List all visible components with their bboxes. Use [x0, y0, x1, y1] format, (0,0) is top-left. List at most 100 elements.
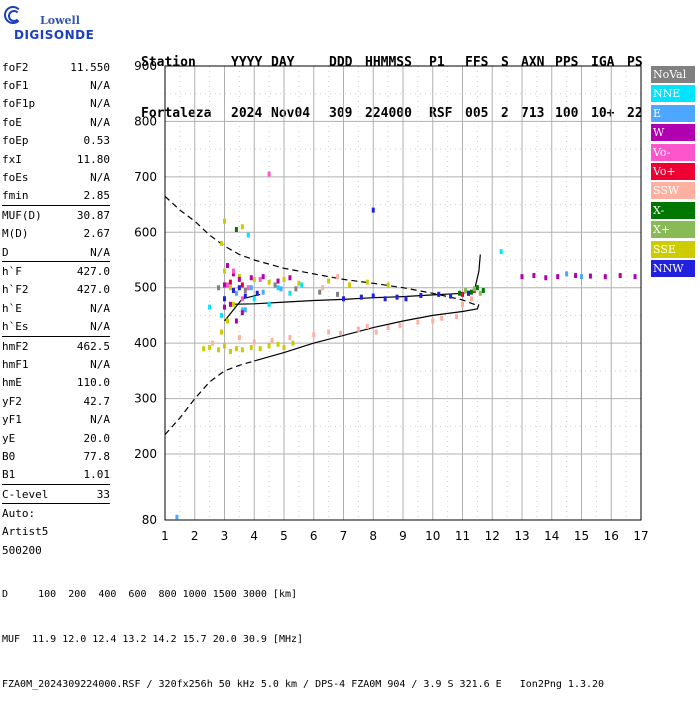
echo-point-ssw: [336, 274, 340, 280]
y-tick-label: 700: [134, 170, 157, 184]
dashed-upper-curve: [164, 195, 478, 307]
echo-point-w: [544, 275, 548, 281]
param-name: hmF2: [2, 339, 29, 353]
echo-point-w: [520, 274, 524, 280]
echo-point-noval: [217, 285, 221, 291]
echo-point-ssw: [374, 329, 378, 335]
header-value-10: 10+: [591, 106, 615, 121]
y-tick-label: 600: [134, 225, 157, 239]
polarization-legend: NoVal NNE E W Vo- Vo+ SSW X- X+ SSE NNW: [651, 66, 695, 279]
echo-point-sse: [365, 279, 369, 285]
y-tick-label: 800: [134, 114, 157, 128]
echo-point-nnw: [383, 296, 387, 302]
echo-point-sse: [282, 345, 286, 351]
param-name: M(D): [2, 227, 29, 241]
x-tick-label: 16: [604, 529, 619, 543]
y-tick-label: 80: [142, 513, 157, 527]
header-value-4: 224000: [365, 106, 412, 121]
x-tick-label: 1: [161, 529, 169, 543]
legend-item: NNW: [651, 259, 695, 277]
echo-point-nne: [267, 301, 271, 307]
param-row: fxI 11.80: [2, 150, 110, 168]
echo-point-nne: [288, 290, 292, 296]
x-tick-label: 7: [340, 529, 348, 543]
grid-lines: [165, 66, 641, 520]
param-row: foF2 11.550: [2, 58, 110, 76]
echo-point-sse: [327, 278, 331, 284]
echo-point-x: [463, 287, 467, 293]
param-name: yE: [2, 431, 16, 445]
echo-point-sse: [249, 345, 253, 351]
echo-point-e: [175, 514, 179, 520]
echo-point-nnw: [437, 291, 441, 297]
echo-point-w: [228, 301, 232, 307]
param-name: foE: [2, 115, 22, 129]
param-row: C-level 33: [2, 483, 110, 503]
param-name: yF1: [2, 413, 22, 427]
param-name: C-level: [2, 487, 49, 501]
echo-point-w: [588, 273, 592, 279]
echo-point-nnw: [359, 294, 363, 300]
echo-point-vo: [228, 279, 232, 285]
param-name: foF1p: [2, 97, 36, 111]
echo-point-e: [243, 307, 247, 313]
echo-point-sse: [252, 276, 256, 282]
echo-point-ssw: [469, 296, 473, 302]
y-tick-label: 900: [134, 59, 157, 73]
echo-point-w: [223, 282, 226, 288]
echo-point-sse: [202, 346, 206, 352]
param-row: MUF(D) 30.87: [2, 205, 110, 224]
header-value-3: 309: [329, 106, 353, 121]
solid-lower-curve: [254, 304, 480, 362]
param-value: N/A: [90, 245, 110, 259]
param-name: yF2: [2, 394, 22, 408]
header-value-2: Nov04: [271, 106, 311, 121]
x-tick-label: 15: [574, 529, 589, 543]
param-name: hmF1: [2, 357, 29, 371]
echo-point-w: [240, 310, 244, 316]
logo-arc-icon: [4, 6, 22, 24]
y-tick-label: 500: [134, 281, 157, 295]
echo-point-sse: [208, 345, 212, 351]
param-row: Artist5: [2, 523, 110, 541]
param-name: hmE: [2, 376, 22, 390]
x-tick-label: 3: [221, 529, 229, 543]
echo-point-ssw: [327, 329, 331, 335]
echo-point-sse: [217, 347, 221, 353]
header-value-7: 2: [501, 106, 509, 121]
param-value: 11.80: [76, 152, 110, 166]
param-row: D N/A: [2, 243, 110, 261]
axes: 1 2 3 4 5 6 7 8 9 10 11 12 13 14 15 16 17802003004005006…: [134, 59, 649, 543]
echo-point-nnw: [395, 294, 399, 300]
y-tick-label: 200: [134, 447, 157, 461]
electron-profile-curve: [230, 254, 481, 305]
echo-point-sse: [297, 280, 301, 286]
param-name: foF1: [2, 79, 29, 93]
param-name: 500200: [2, 543, 42, 557]
param-row: M(D) 2.67: [2, 225, 110, 243]
echo-point-ssw: [312, 332, 316, 338]
param-value: 42.7: [83, 394, 111, 408]
legend-item: NNE: [651, 85, 695, 103]
legend-item: E: [651, 104, 695, 122]
echo-point-sse: [228, 285, 232, 291]
echo-point-ssw: [416, 319, 420, 325]
param-row: Auto:: [2, 503, 110, 522]
param-value: 2.67: [83, 227, 111, 241]
x-tick-label: 4: [250, 529, 258, 543]
echo-point-x: [478, 290, 482, 296]
echo-point-x: [234, 227, 238, 233]
ionogram-parameters: foF2 11.550 foF1 N/A foF1p N/A foE N/A foEp 0.53 f…: [2, 58, 110, 560]
echo-point-sse: [237, 274, 241, 280]
echo-point-nnw: [466, 290, 470, 296]
echo-point-w: [249, 275, 253, 281]
echo-point-e: [279, 286, 283, 292]
echo-point-w: [532, 273, 536, 279]
param-name: h`E: [2, 301, 22, 315]
header-values-row: Fortaleza 2024 Nov04 309 224000 RSF 005 2 713 100…: [141, 105, 643, 122]
logo-line1: Lowell: [40, 14, 80, 27]
echo-point-ssw: [398, 322, 402, 328]
logo-inner-arc-icon: [8, 10, 20, 22]
param-value: 11.550: [70, 60, 110, 74]
echo-point-x: [469, 289, 473, 295]
